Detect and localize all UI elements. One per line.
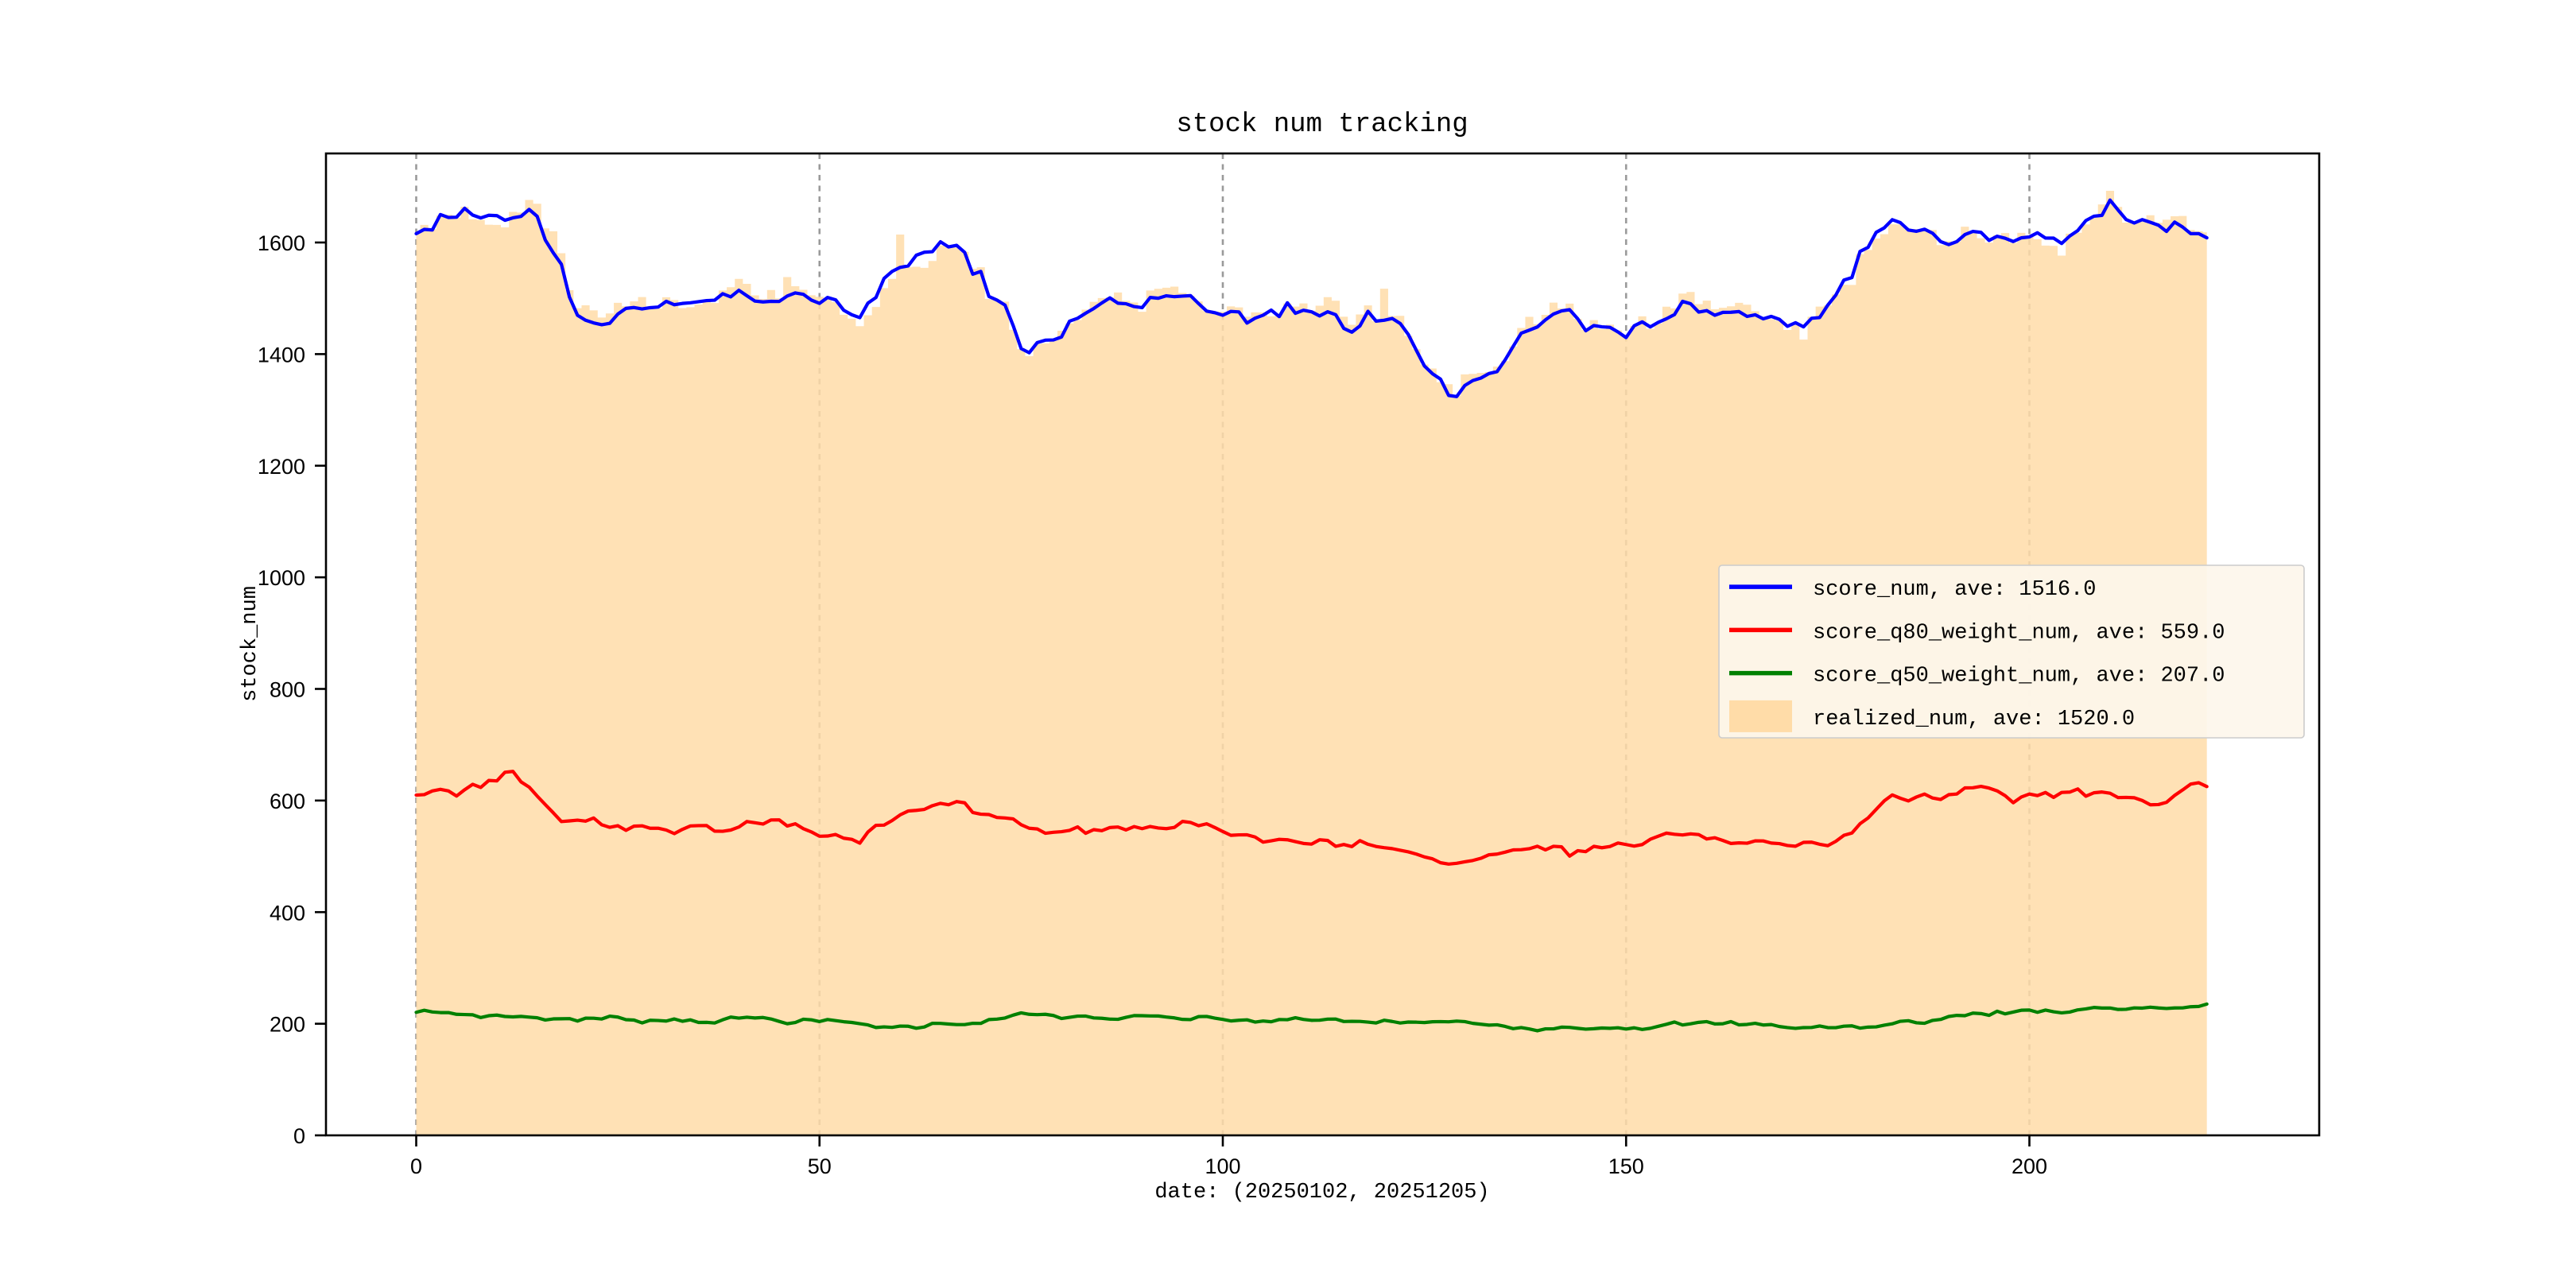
- svg-text:50: 50: [808, 1154, 832, 1178]
- svg-text:score_q50_weight_num, ave: 207: score_q50_weight_num, ave: 207.0: [1813, 665, 2225, 689]
- svg-text:stock_num: stock_num: [239, 586, 262, 702]
- svg-text:1200: 1200: [258, 455, 305, 479]
- svg-text:1600: 1600: [258, 231, 305, 255]
- svg-text:score_q80_weight_num, ave: 559: score_q80_weight_num, ave: 559.0: [1813, 621, 2225, 645]
- svg-text:1000: 1000: [258, 566, 305, 590]
- svg-text:stock num tracking: stock num tracking: [1176, 110, 1468, 140]
- svg-text:600: 600: [270, 789, 305, 813]
- svg-text:200: 200: [270, 1013, 305, 1037]
- svg-text:400: 400: [270, 901, 305, 925]
- svg-text:800: 800: [270, 678, 305, 702]
- svg-text:150: 150: [1608, 1154, 1644, 1178]
- svg-text:0: 0: [293, 1124, 305, 1148]
- svg-text:realized_num, ave: 1520.0: realized_num, ave: 1520.0: [1813, 708, 2135, 731]
- svg-text:date: (20250102, 20251205): date: (20250102, 20251205): [1154, 1181, 1489, 1205]
- svg-text:score_num, ave: 1516.0: score_num, ave: 1516.0: [1813, 578, 2096, 602]
- svg-text:1400: 1400: [258, 343, 305, 367]
- svg-text:0: 0: [410, 1154, 422, 1178]
- svg-text:200: 200: [2012, 1154, 2047, 1178]
- svg-text:100: 100: [1205, 1154, 1240, 1178]
